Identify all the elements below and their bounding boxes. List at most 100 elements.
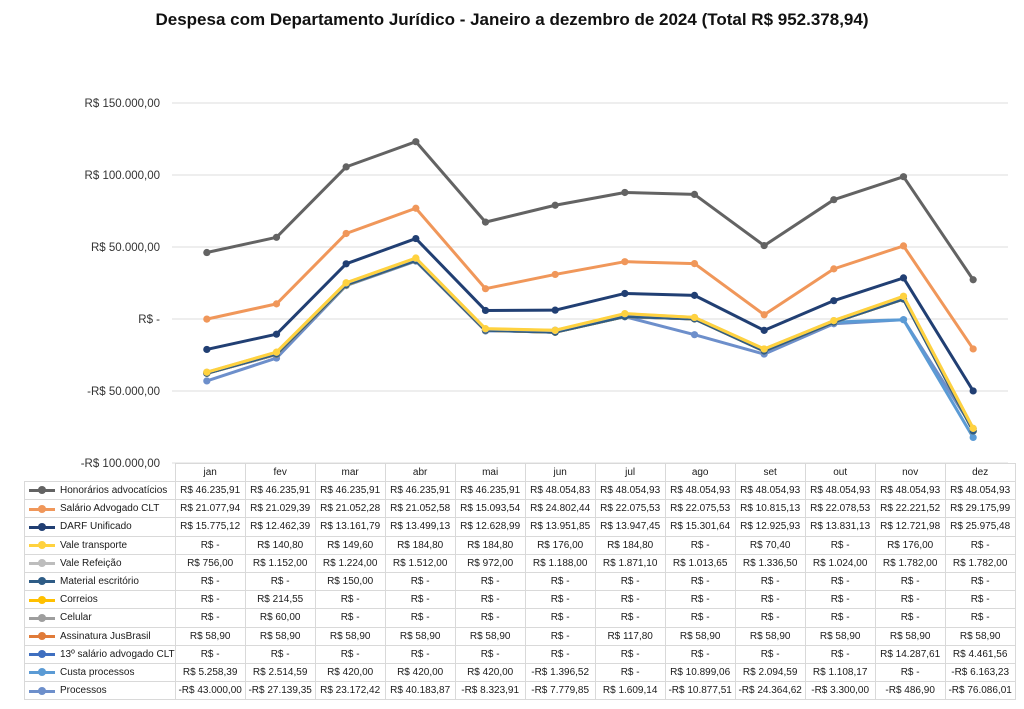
series-line — [206, 258, 975, 432]
series-darf-unificado — [203, 234, 977, 395]
data-point — [412, 234, 420, 243]
month-header: jul — [594, 463, 666, 482]
table-cell: R$ 22.221,52 — [874, 499, 946, 519]
table-cell: R$ 21.052,28 — [314, 499, 386, 519]
month-header: out — [804, 463, 876, 482]
table-cell: R$ - — [384, 590, 456, 610]
table-cell: R$ 22.075,53 — [664, 499, 736, 519]
table-cell: R$ 48.054,93 — [874, 480, 946, 501]
table-cell: R$ 46.235,91 — [454, 480, 526, 501]
table-cell: R$ 23.172,42 — [314, 681, 386, 701]
table-cell: -R$ 8.323,91 — [454, 681, 526, 701]
table-cell: R$ - — [874, 571, 946, 592]
data-point — [342, 163, 350, 171]
table-cell: R$ 420,00 — [384, 662, 456, 683]
data-point — [342, 229, 350, 238]
data-point — [412, 254, 420, 262]
legend-line-marker-icon — [29, 559, 55, 568]
month-header: ago — [664, 463, 736, 482]
table-cell: R$ 14.287,61 — [874, 644, 946, 664]
legend-entry: Celular — [24, 608, 176, 628]
table-row: Salário Advogado CLT R$ 21.077,94 R$ 21.02… — [24, 499, 1016, 519]
table-row: Correios R$ - R$ 214,55 R$ - R$ - R$ - R$ - R$ … — [24, 590, 1016, 610]
y-tick-label: R$ - — [138, 314, 160, 326]
table-cell: R$ 24.802,44 — [524, 499, 596, 519]
data-point — [760, 241, 768, 250]
table-cell: R$ 58,90 — [804, 626, 876, 646]
data-point — [203, 248, 211, 257]
table-cell: R$ - — [384, 571, 456, 592]
y-tick-label: -R$ 100.000,00 — [81, 458, 160, 470]
table-cell: R$ - — [244, 571, 316, 592]
data-point — [690, 190, 699, 199]
table-cell: R$ - — [174, 535, 246, 555]
table-row: DARF Unificado R$ 15.775,12 R$ 12.462,39 R$… — [24, 517, 1016, 537]
legend-entry: Custa processos — [24, 662, 176, 683]
table-cell: R$ - — [734, 571, 806, 592]
table-row: Custa processos R$ 5.258,39 R$ 2.514,59 R$ … — [24, 662, 1016, 683]
table-cell: R$ 15.775,12 — [174, 517, 246, 537]
table-cell: R$ 1.336,50 — [734, 553, 806, 573]
legend-label: Celular — [60, 612, 92, 624]
table-cell: R$ - — [524, 626, 596, 646]
table-cell: -R$ 6.163,23 — [944, 662, 1016, 683]
series-line — [206, 258, 975, 432]
table-cell: -R$ 10.877,51 — [664, 681, 736, 701]
y-tick-label: R$ 50.000,00 — [91, 242, 160, 254]
legend-entry: Material escritório — [24, 571, 176, 592]
table-cell: R$ - — [454, 644, 526, 664]
table-cell: R$ 22.075,53 — [594, 499, 666, 519]
table-cell: R$ - — [734, 644, 806, 664]
table-cell: -R$ 27.139,35 — [244, 681, 316, 701]
legend-entry: Correios — [24, 590, 176, 610]
data-point — [899, 274, 908, 282]
data-point — [760, 326, 768, 334]
legend-line-marker-icon — [29, 650, 55, 659]
legend-line-marker-icon — [29, 668, 55, 677]
table-cell: R$ - — [524, 590, 596, 610]
table-cell: R$ 46.235,91 — [384, 480, 456, 501]
table-cell: R$ 1.782,00 — [874, 553, 946, 573]
table-cell: R$ 12.925,93 — [734, 517, 806, 537]
data-point — [969, 424, 977, 432]
table-cell: R$ 10.899,06 — [664, 662, 736, 683]
table-cell: R$ 48.054,93 — [664, 480, 736, 501]
table-cell: R$ - — [734, 590, 806, 610]
data-point — [969, 387, 977, 395]
table-cell: R$ 58,90 — [734, 626, 806, 646]
table-cell: R$ - — [944, 608, 1016, 628]
table-cell: R$ 58,90 — [314, 626, 386, 646]
data-point — [621, 289, 629, 298]
table-cell: R$ 48.054,93 — [804, 480, 876, 501]
series-line — [206, 258, 975, 432]
table-cell: R$ - — [664, 644, 736, 664]
table-cell: R$ 4.461,56 — [944, 644, 1016, 664]
table-cell: R$ 1.871,10 — [594, 553, 666, 573]
table-cell: R$ - — [804, 590, 876, 610]
legend-entry: Salário Advogado CLT — [24, 499, 176, 519]
table-cell: R$ - — [734, 608, 806, 628]
legend-entry: Assinatura JusBrasil — [24, 626, 176, 646]
table-cell: R$ 21.077,94 — [174, 499, 246, 519]
data-point — [481, 218, 490, 226]
legend-entry: 13º salário advogado CLT — [24, 644, 176, 664]
legend-label: Custa processos — [60, 666, 135, 678]
table-cell: R$ 58,90 — [874, 626, 946, 646]
table-cell: R$ - — [594, 590, 666, 610]
legend-line-marker-icon — [29, 595, 55, 604]
table-cell: R$ 184,80 — [454, 535, 526, 555]
table-cell: R$ - — [804, 571, 876, 592]
legend-line-marker-icon — [29, 541, 55, 550]
data-point — [969, 345, 977, 353]
table-cell: R$ 1.188,00 — [524, 553, 596, 573]
table-cell: R$ - — [384, 608, 456, 628]
series-line — [206, 258, 975, 432]
table-cell: R$ 60,00 — [244, 608, 316, 628]
table-cell: R$ 1.512,00 — [384, 553, 456, 573]
table-cell: R$ 58,90 — [944, 626, 1016, 646]
table-cell: -R$ 486,90 — [874, 681, 946, 701]
table-cell: -R$ 43.000,00 — [174, 681, 246, 701]
table-cell: R$ - — [314, 608, 386, 628]
table-cell: R$ 214,55 — [244, 590, 316, 610]
table-cell: R$ 1.108,17 — [804, 662, 876, 683]
